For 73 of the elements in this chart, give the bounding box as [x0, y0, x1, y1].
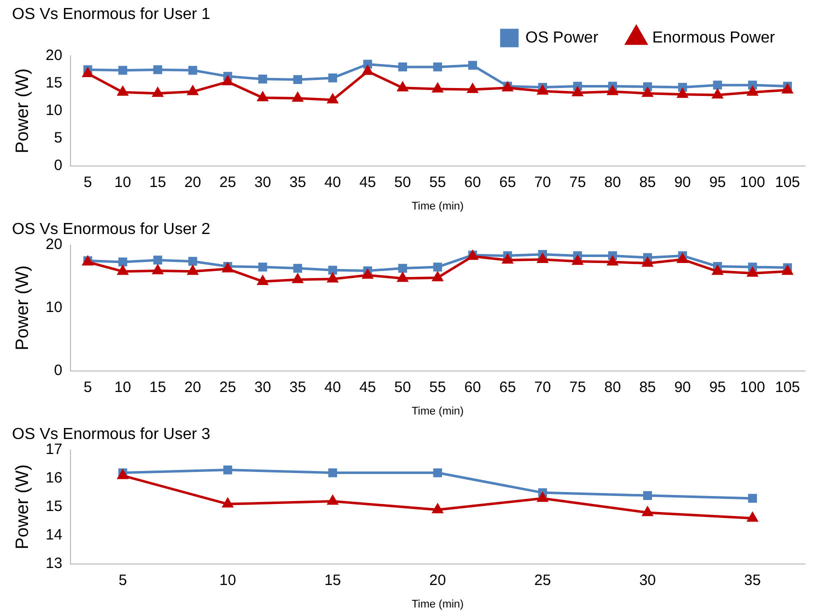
- x-tick-label: 95: [709, 174, 726, 191]
- x-axis-title: Time (min): [412, 598, 464, 610]
- x-tick-label: 15: [324, 572, 342, 589]
- x-tick-label: 105: [774, 174, 800, 191]
- y-tick-label: 10: [46, 102, 62, 120]
- y-tick-label: 5: [54, 129, 62, 146]
- x-tick-label: 75: [569, 378, 586, 396]
- chart-title: OS Vs Enormous for User 3: [12, 426, 210, 444]
- x-tick-label: 10: [114, 174, 132, 191]
- y-tick-label: 0: [54, 156, 62, 174]
- y-tick-label: 15: [46, 498, 62, 516]
- x-tick-label: 90: [674, 174, 691, 191]
- y-axis-title: Power (W): [12, 68, 32, 154]
- x-tick-label: 40: [324, 378, 342, 396]
- chart-title: OS Vs Enormous for User 1: [12, 6, 210, 24]
- x-tick-label: 80: [604, 174, 621, 191]
- x-tick-label: 100: [740, 378, 766, 396]
- y-tick-label: 14: [46, 526, 62, 544]
- x-tick-label: 20: [184, 174, 202, 191]
- x-tick-label: 65: [499, 378, 516, 396]
- x-tick-label: 45: [359, 174, 376, 191]
- legend-label: OS Power: [525, 29, 599, 46]
- x-tick-label: 60: [464, 378, 481, 396]
- x-tick-label: 95: [709, 378, 726, 396]
- x-tick-label: 80: [604, 378, 621, 396]
- x-tick-label: 10: [219, 572, 236, 589]
- x-tick-label: 20: [184, 378, 202, 396]
- x-tick-label: 55: [429, 378, 446, 396]
- x-tick-label: 25: [534, 572, 551, 589]
- x-tick-label: 45: [359, 378, 376, 396]
- x-tick-label: 85: [639, 378, 656, 396]
- x-tick-label: 10: [114, 378, 132, 396]
- legend-label: Enormous Power: [652, 29, 776, 46]
- x-tick-label: 100: [740, 174, 766, 191]
- x-tick-label: 65: [499, 174, 516, 191]
- x-tick-label: 70: [534, 378, 551, 396]
- x-tick-label: 40: [324, 174, 342, 191]
- x-tick-label: 15: [149, 378, 166, 396]
- x-tick-label: 60: [464, 174, 481, 191]
- y-tick-label: 17: [46, 441, 62, 458]
- x-tick-label: 105: [774, 378, 800, 396]
- y-tick-label: 13: [46, 554, 62, 572]
- x-tick-label: 35: [289, 174, 306, 191]
- x-tick-label: 30: [639, 572, 656, 589]
- y-tick-label: 20: [46, 236, 62, 254]
- chart-title: OS Vs Enormous for User 2: [12, 221, 210, 238]
- x-tick-label: 35: [289, 378, 306, 396]
- x-tick-label: 30: [254, 174, 272, 191]
- x-tick-label: 55: [429, 174, 446, 191]
- x-tick-label: 5: [84, 378, 92, 396]
- y-tick-label: 0: [54, 362, 62, 379]
- x-tick-label: 20: [429, 572, 446, 589]
- x-tick-label: 50: [394, 378, 411, 396]
- y-tick-label: 10: [46, 299, 62, 316]
- x-tick-label: 15: [149, 174, 166, 191]
- y-tick-label: 20: [46, 47, 62, 64]
- x-tick-label: 85: [639, 174, 656, 191]
- x-tick-label: 5: [84, 174, 92, 191]
- x-tick-label: 30: [254, 378, 272, 396]
- x-tick-label: 50: [394, 174, 411, 191]
- x-axis-title: Time (min): [412, 200, 464, 212]
- x-axis-title: Time (min): [412, 405, 464, 418]
- y-tick-label: 16: [46, 470, 62, 487]
- x-tick-label: 75: [569, 174, 586, 191]
- x-tick-label: 5: [118, 572, 127, 589]
- y-tick-label: 15: [46, 74, 62, 92]
- x-tick-label: 25: [219, 378, 236, 396]
- x-tick-label: 90: [674, 378, 691, 396]
- x-tick-label: 35: [744, 572, 761, 589]
- x-tick-label: 70: [534, 174, 551, 191]
- y-axis-title: Power (W): [12, 265, 32, 350]
- x-tick-label: 25: [219, 174, 236, 191]
- y-axis-title: Power (W): [12, 464, 32, 550]
